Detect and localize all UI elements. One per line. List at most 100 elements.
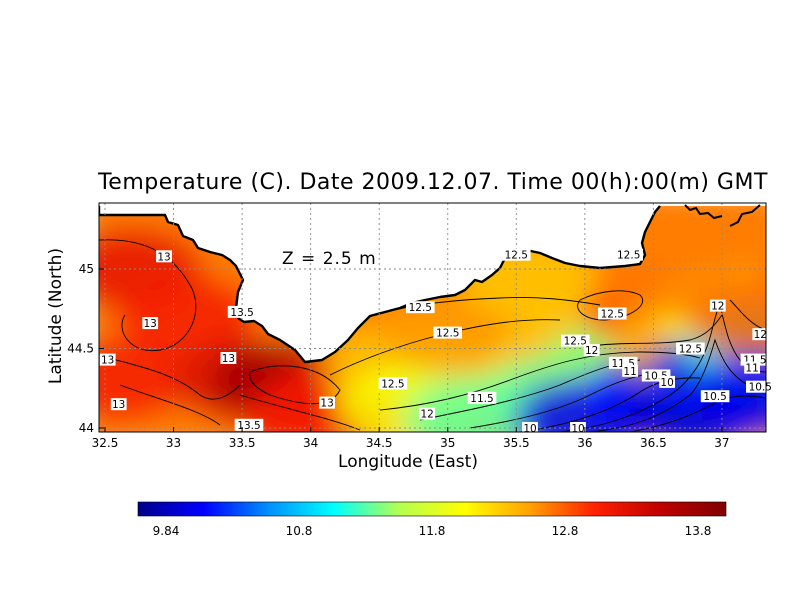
x-tick-label: 34 [303, 436, 318, 450]
contour-label-text: 13 [112, 399, 125, 411]
contour-label: 12 [709, 299, 726, 313]
x-tick-label: 33 [166, 436, 181, 450]
contour-label: 10.5 [700, 390, 730, 403]
contour-label-text: 13 [157, 251, 170, 263]
contour-label: 13 [99, 353, 116, 367]
contour-label: 12.5 [433, 326, 462, 340]
isotherm-line [119, 384, 221, 426]
crimea-land [99, 203, 766, 362]
contour-label-text: 12.5 [679, 344, 702, 356]
contour-label: 12 [419, 407, 436, 421]
coastline-outline [99, 205, 661, 364]
contour-label-text: 12.5 [564, 336, 587, 348]
x-axis-label: Longitude (East) [338, 452, 478, 472]
isotherm-line [99, 239, 197, 352]
contour-label: 13 [110, 398, 127, 411]
contour-label-text: 11 [745, 363, 758, 375]
x-axis-ticks: 32.5 33 33.5 34 34.5 35 35.5 36 36.5 37 [92, 427, 730, 450]
x-tick-label: 32.5 [92, 436, 119, 450]
contour-label-text: 10.5 [703, 391, 726, 403]
colorbar-tick-label: 12.8 [552, 524, 579, 538]
contour-label-text: 10 [523, 423, 536, 435]
contour-label: 12.5 [378, 377, 408, 391]
contour-label-text: 12.5 [505, 250, 528, 262]
temperature-sample [99, 338, 189, 423]
contour-label: 13.5 [234, 418, 264, 432]
isotherm-line [577, 290, 643, 321]
contour-label: 10 [570, 422, 586, 435]
isotherm-line [559, 304, 766, 432]
isotherm-line [379, 351, 701, 411]
y-tick-label: 45 [79, 262, 94, 276]
inland-coast-detail [684, 204, 761, 227]
contour-label: 11 [744, 361, 760, 375]
contour-label-text: 10.5 [749, 382, 772, 394]
x-tick-label: 34.5 [366, 436, 393, 450]
contour-label: 12 [752, 328, 769, 341]
contour-label-text: 10 [571, 423, 584, 435]
colorbar-tick-label: 11.8 [419, 524, 446, 538]
colorbar-tick-label: 13.8 [685, 524, 712, 538]
contour-label: 11 [622, 364, 638, 378]
contour-label-text: 11.5 [470, 393, 493, 405]
contour-label-text: 12.5 [436, 328, 459, 340]
contour-label-text: 12.5 [409, 302, 432, 314]
contour-label: 10.5 [746, 380, 775, 394]
contour-label: 13.5 [227, 305, 257, 319]
contour-label-text: 13 [320, 398, 333, 410]
x-tick-label: 35 [440, 436, 455, 450]
temperature-sample [117, 274, 258, 359]
contour-label: 12.5 [614, 248, 643, 262]
y-tick-label: 44.5 [67, 342, 94, 356]
contour-label: 13 [142, 317, 159, 330]
contour-label-text: 10 [660, 377, 673, 389]
contour-label: 13 [319, 396, 335, 410]
contour-label-text: 12 [754, 329, 767, 341]
plot-frame [98, 202, 767, 433]
isotherm-line [469, 371, 661, 429]
x-tick-label: 35.5 [503, 436, 530, 450]
y-tick-label: 44 [79, 421, 94, 435]
isotherm-line [599, 314, 723, 346]
contour-label-text: 13 [144, 318, 157, 330]
contour-label-text: 13 [101, 355, 114, 367]
colorbar-tick-label: 9.84 [153, 524, 180, 538]
contour-label-text: 13.5 [237, 420, 260, 432]
x-tick-label: 36.5 [640, 436, 667, 450]
contour-label: 12.5 [598, 307, 627, 321]
contour-label: 11.5 [467, 391, 497, 405]
contour-label-text: 12 [421, 409, 434, 421]
x-tick-label: 33.5 [229, 436, 256, 450]
contour-label-text: 13 [222, 353, 235, 365]
contour-label-text: 12.5 [617, 250, 640, 262]
depth-annotation: Z = 2.5 m [282, 249, 377, 269]
colorbar-tick-label: 10.8 [286, 524, 313, 538]
contour-label-text: 11 [623, 366, 636, 378]
isotherm-line [239, 394, 361, 431]
isotherm-line [99, 354, 241, 400]
contour-label: 12.5 [561, 334, 590, 348]
chart-title: Temperature (C). Date 2009.12.07. Time 0… [98, 170, 768, 195]
contour-label-text: 12 [711, 301, 724, 313]
contour-label: 13 [156, 250, 172, 263]
contour-label: 12.5 [406, 301, 435, 314]
contour-label: 10 [659, 375, 675, 389]
coastline [99, 203, 766, 364]
contour-label: 12.5 [502, 248, 531, 262]
map-grid [99, 203, 766, 432]
contour-label: 10 [522, 422, 538, 435]
contour-label-text: 12 [585, 345, 598, 357]
x-tick-label: 37 [714, 436, 729, 450]
colorbar [137, 501, 727, 517]
contour-label-text: 13.5 [230, 307, 253, 319]
contour-label-text: 12.5 [381, 379, 404, 391]
contour-label: 12 [583, 344, 600, 357]
x-tick-label: 36 [577, 436, 592, 450]
contour-label-text: 12.5 [601, 309, 624, 321]
temperature-field [99, 206, 766, 432]
contour-label: 12.5 [676, 342, 705, 356]
contour-label: 13 [220, 352, 237, 365]
y-axis-ticks: 44 44.5 45 [67, 262, 104, 435]
colorbar-ticks: 9.84 10.8 11.8 12.8 13.8 [153, 524, 712, 538]
